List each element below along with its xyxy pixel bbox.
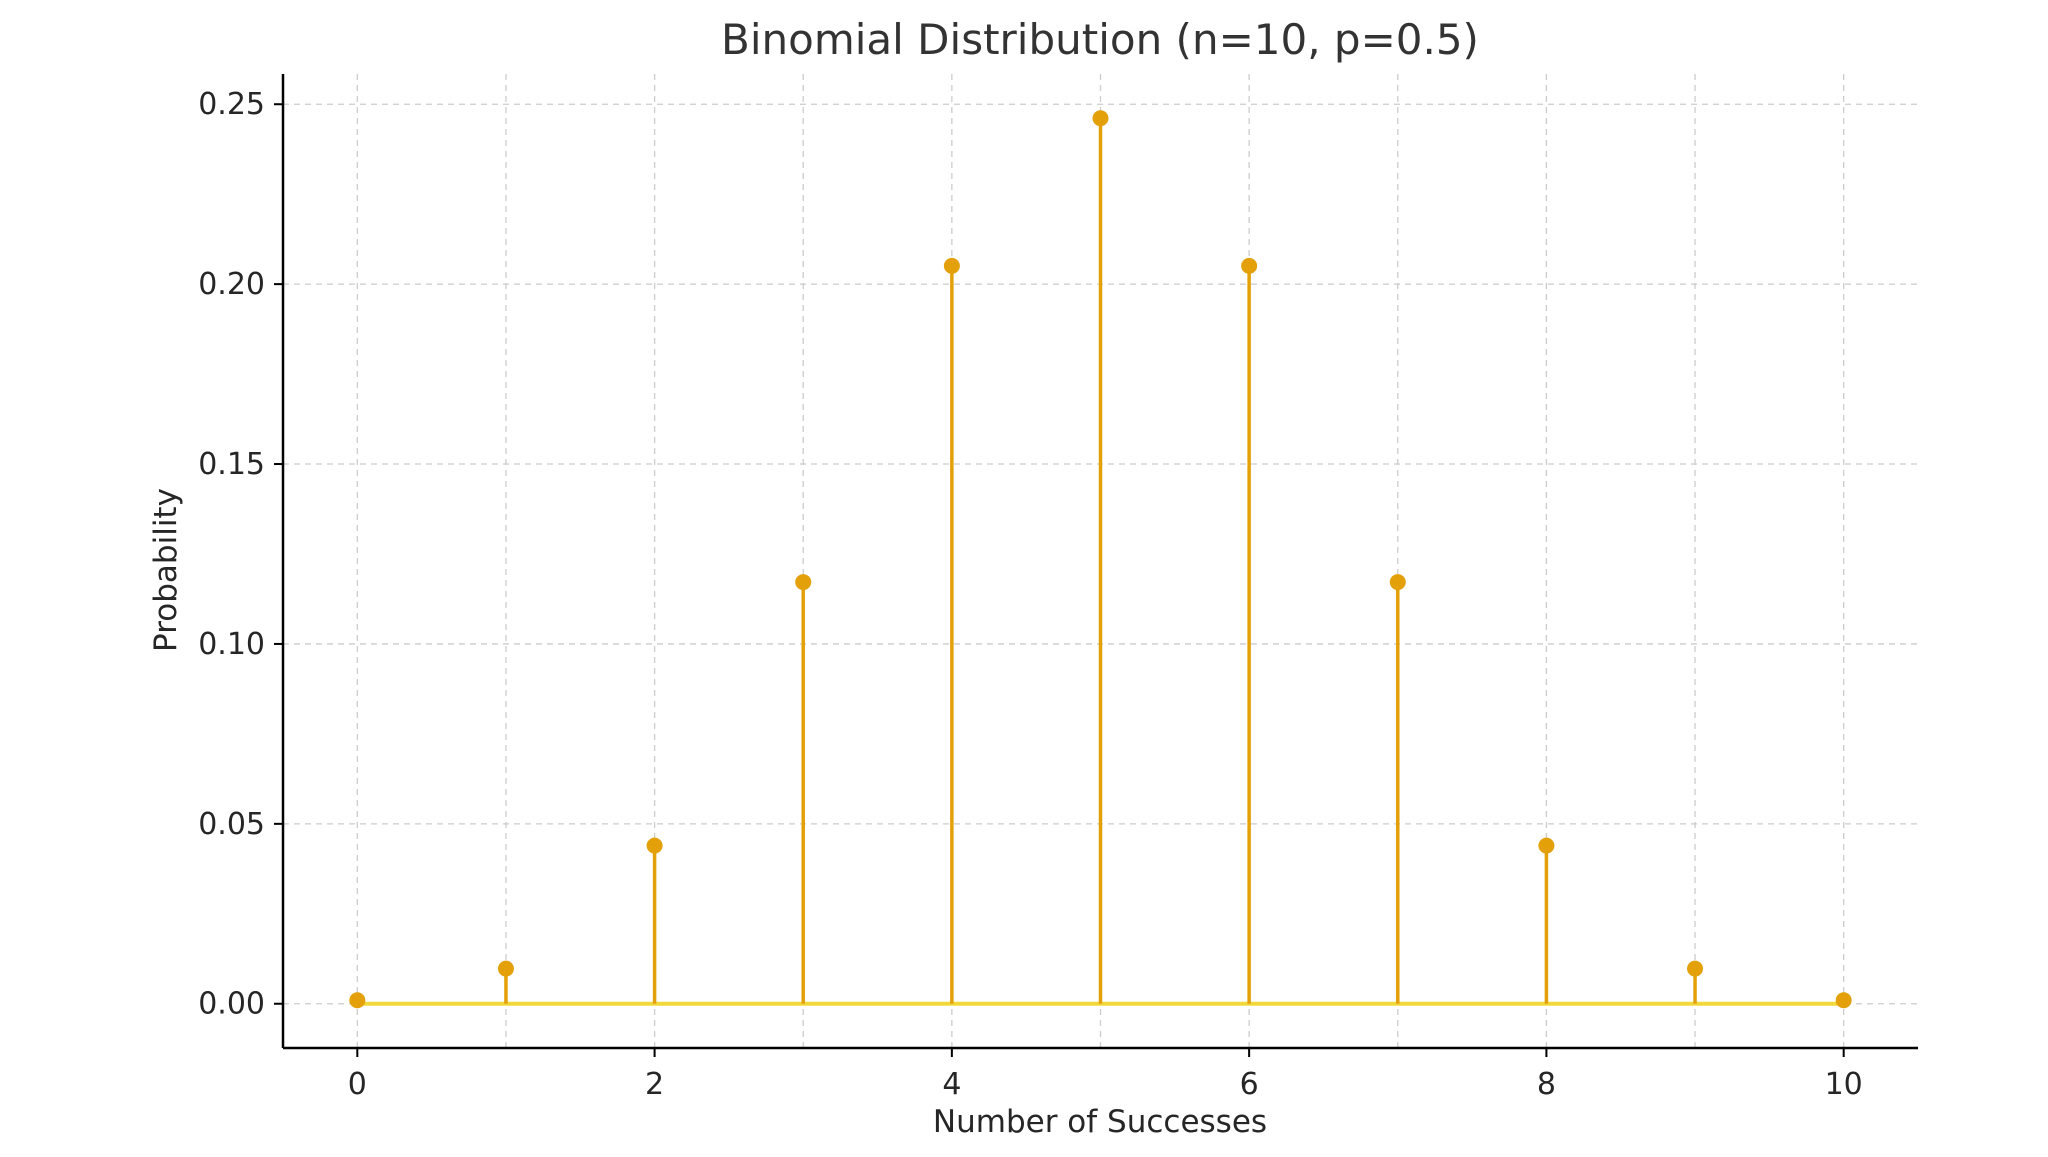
markers (349, 110, 1852, 1009)
x-tick-label: 0 (348, 1067, 367, 1102)
chart-title: Binomial Distribution (n=10, p=0.5) (721, 15, 1479, 64)
y-tick-label: 0.10 (198, 627, 265, 662)
stem-marker (1835, 992, 1852, 1009)
stem-marker (1538, 837, 1555, 854)
x-axis-title: Number of Successes (933, 1104, 1267, 1140)
stem-marker (1389, 574, 1406, 591)
x-tick-labels: 0 2 4 6 8 10 (348, 1067, 1863, 1102)
y-tick-label: 0.25 (198, 87, 265, 122)
y-tick-label: 0.05 (198, 807, 265, 842)
y-tick-label: 0.15 (198, 447, 265, 482)
stem-marker (1092, 110, 1109, 127)
stem-marker (795, 574, 812, 591)
y-tick-label: 0.20 (198, 267, 265, 302)
x-tick-label: 4 (942, 1067, 961, 1102)
y-axis-title: Probability (148, 488, 184, 652)
axes (274, 74, 1918, 1057)
stem-marker (1687, 960, 1704, 977)
stem-marker (943, 257, 960, 274)
y-tick-labels: 0.00 0.05 0.10 0.15 0.20 0.25 (198, 87, 265, 1022)
stem-marker (1241, 257, 1258, 274)
stems (355, 118, 1846, 1004)
x-tick-label: 10 (1825, 1067, 1863, 1102)
x-tick-label: 8 (1537, 1067, 1556, 1102)
y-tick-label: 0.00 (198, 987, 265, 1022)
x-tick-label: 6 (1240, 1067, 1259, 1102)
stem-marker (646, 837, 663, 854)
stem-marker (497, 960, 514, 977)
stem-marker (349, 992, 366, 1009)
x-tick-label: 2 (645, 1067, 664, 1102)
